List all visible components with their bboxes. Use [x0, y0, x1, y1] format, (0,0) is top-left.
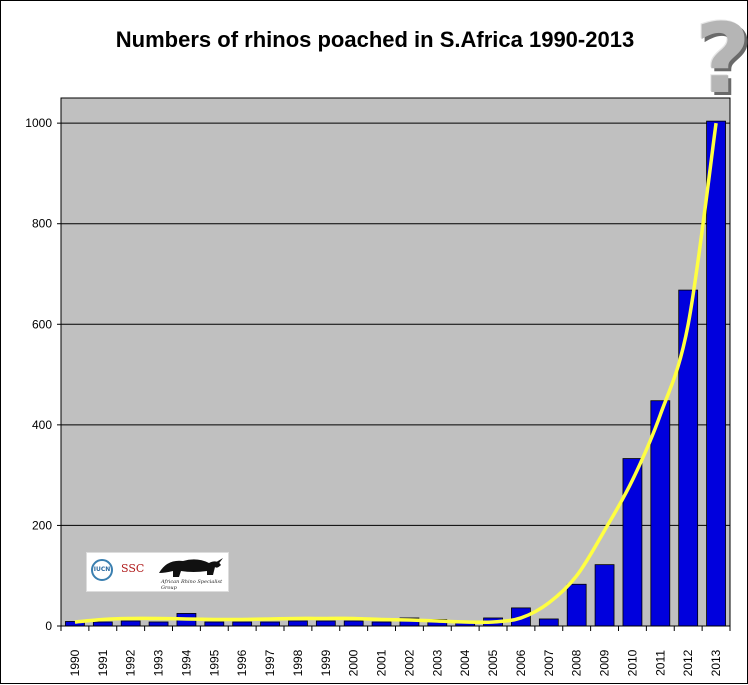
plot-area [61, 98, 730, 626]
x-tick-label: 2001 [375, 649, 389, 676]
y-tick-label: 0 [45, 619, 52, 633]
x-tick-label: 2004 [458, 649, 472, 676]
x-tick-label: 1992 [124, 649, 138, 676]
x-tick-label: 1999 [319, 649, 333, 676]
y-tick-labels: 0 200 400 600 800 1000 [25, 116, 52, 633]
y-tick-label: 400 [32, 418, 52, 432]
bar-1997 [260, 621, 280, 627]
bar-2008 [566, 583, 587, 627]
axes [60, 97, 731, 631]
x-tick-label: 1993 [152, 649, 166, 676]
x-tick-label: 2000 [347, 649, 361, 676]
bar-2007 [538, 618, 559, 627]
bar-1993 [148, 621, 169, 627]
x-tick-label: 2007 [542, 649, 556, 676]
x-tick-label: 1998 [291, 649, 305, 676]
x-tick-label: 2002 [402, 649, 416, 676]
bar-1999 [315, 620, 336, 627]
bar-1991 [92, 621, 113, 627]
ssc-logo: SSC [121, 562, 145, 575]
x-tick-label: 1991 [96, 649, 110, 676]
bar-2000 [343, 620, 364, 627]
bar-2001 [371, 621, 392, 627]
x-tick-label: 2009 [598, 649, 612, 676]
x-tick-label: 2013 [709, 649, 723, 676]
x-tick-label: 1994 [179, 649, 193, 676]
x-tick-label: 2005 [486, 649, 500, 676]
bar-2012 [678, 289, 699, 627]
x-tick-label: 1996 [235, 649, 249, 676]
bars [65, 120, 726, 627]
bar-1996 [232, 621, 253, 627]
x-tick-label: 2010 [625, 649, 639, 676]
y-tick-label: 600 [32, 317, 52, 331]
afrsg-logo-text: African Rhino Specialist Group [161, 579, 223, 591]
x-tick-label: 2003 [430, 649, 444, 676]
x-tick-label: 2012 [681, 649, 695, 676]
x-tick-label: 2008 [570, 649, 584, 676]
x-tick-label: 1995 [207, 649, 221, 676]
y-tick-label: 1000 [25, 116, 52, 130]
bar-2009 [594, 564, 615, 627]
bar-1995 [204, 621, 225, 627]
x-tick-labels: 1990 1991 1992 1993 1994 1995 1996 1997 1998 1999… [68, 649, 723, 676]
x-tick-label: 2006 [514, 649, 528, 676]
bar-2013 [706, 120, 726, 627]
rhino-icon [159, 558, 223, 577]
gridlines [57, 122, 730, 627]
x-tick-label: 2011 [653, 650, 667, 676]
x-tick-label: 1997 [263, 649, 277, 676]
chart-title: Numbers of rhinos poached in S.Africa 19… [115, 27, 635, 52]
trend-line [74, 122, 718, 625]
bar-1992 [120, 620, 141, 627]
bar-1998 [288, 620, 308, 627]
y-tick-label: 800 [32, 217, 52, 231]
iucn-logo: IUCN [91, 559, 113, 581]
question-mark-annotation: ? [695, 3, 748, 115]
organisation-logos: IUCN SSC African Rhino Specialist Group [86, 552, 229, 592]
x-tick-label: 1990 [68, 649, 82, 676]
y-tick-label: 200 [32, 518, 52, 532]
